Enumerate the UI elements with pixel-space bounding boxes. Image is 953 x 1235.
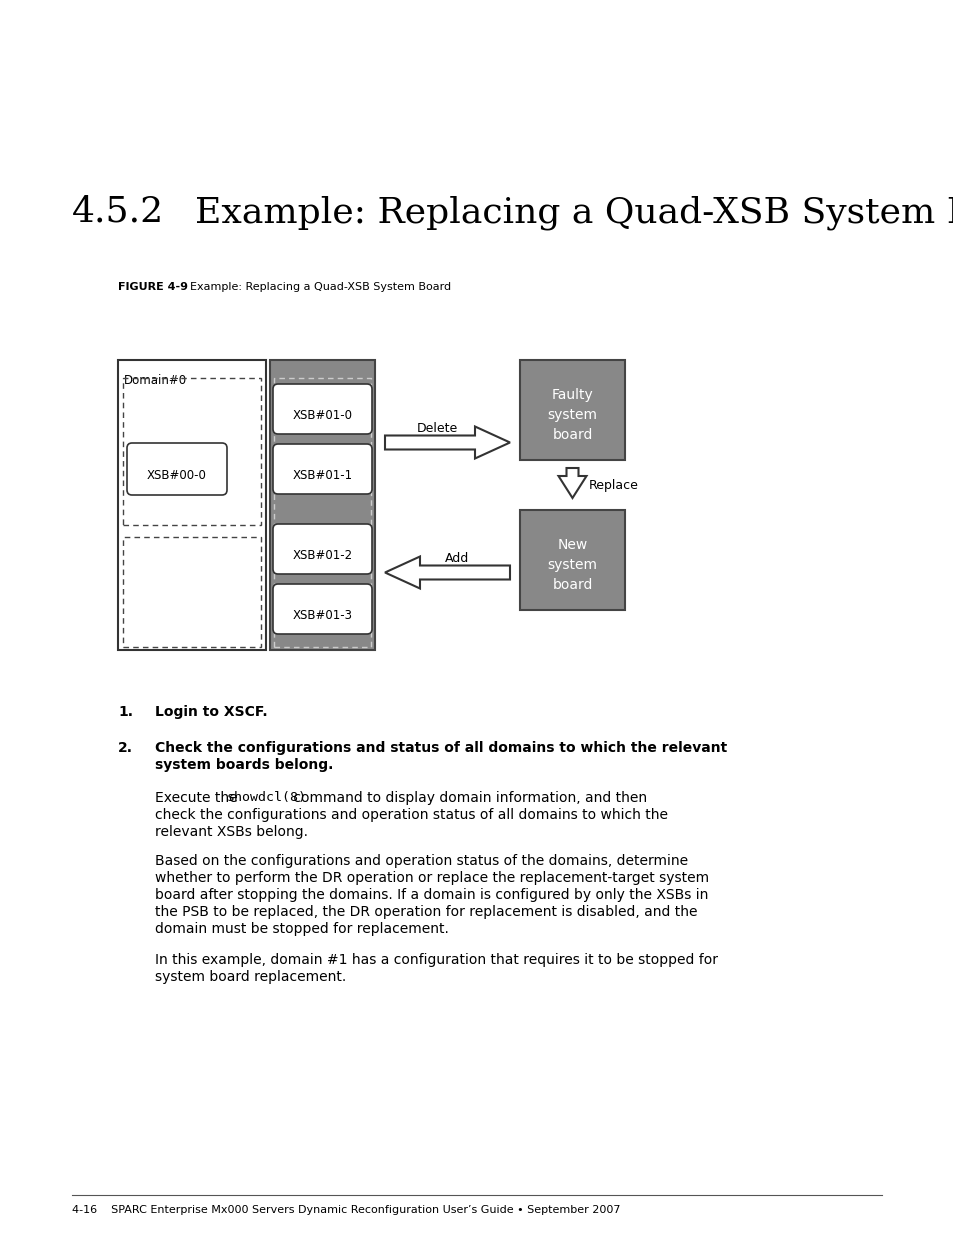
FancyBboxPatch shape xyxy=(273,445,372,494)
Bar xyxy=(274,378,371,525)
Text: board: board xyxy=(552,429,592,442)
Text: In this example, domain #1 has a configuration that requires it to be stopped fo: In this example, domain #1 has a configu… xyxy=(154,953,718,967)
Text: Domain#0: Domain#0 xyxy=(124,374,187,387)
Bar xyxy=(123,537,261,647)
FancyBboxPatch shape xyxy=(127,443,227,495)
Text: Example: Replacing a Quad-XSB System Board: Example: Replacing a Quad-XSB System Boa… xyxy=(183,282,451,291)
Text: FIGURE 4-9: FIGURE 4-9 xyxy=(118,282,188,291)
Text: 4-16    SPARC Enterprise Mx000 Servers Dynamic Reconfiguration User’s Guide • Se: 4-16 SPARC Enterprise Mx000 Servers Dyna… xyxy=(71,1205,619,1215)
Text: check the configurations and operation status of all domains to which the: check the configurations and operation s… xyxy=(154,808,667,823)
Bar xyxy=(519,359,624,459)
FancyArrow shape xyxy=(385,426,510,458)
FancyBboxPatch shape xyxy=(273,524,372,574)
Text: relevant XSBs belong.: relevant XSBs belong. xyxy=(154,825,308,839)
FancyArrow shape xyxy=(558,468,586,498)
Text: whether to perform the DR operation or replace the replacement-target system: whether to perform the DR operation or r… xyxy=(154,871,708,885)
FancyBboxPatch shape xyxy=(273,584,372,634)
Text: 4.5.2: 4.5.2 xyxy=(71,195,164,228)
Text: Login to XSCF.: Login to XSCF. xyxy=(154,705,268,719)
Text: the PSB to be replaced, the DR operation for replacement is disabled, and the: the PSB to be replaced, the DR operation… xyxy=(154,905,697,919)
Text: showdcl(8): showdcl(8) xyxy=(227,790,307,804)
Bar xyxy=(118,359,266,650)
Text: system: system xyxy=(547,558,597,572)
Bar xyxy=(274,537,371,647)
Text: system boards belong.: system boards belong. xyxy=(154,758,333,772)
Bar xyxy=(270,359,375,650)
Text: board after stopping the domains. If a domain is configured by only the XSBs in: board after stopping the domains. If a d… xyxy=(154,888,708,902)
Text: system: system xyxy=(547,408,597,422)
FancyArrow shape xyxy=(385,557,510,589)
FancyBboxPatch shape xyxy=(273,384,372,433)
Text: XSB#01-2: XSB#01-2 xyxy=(293,550,353,562)
Bar xyxy=(519,510,624,610)
Text: Based on the configurations and operation status of the domains, determine: Based on the configurations and operatio… xyxy=(154,853,687,868)
Text: 2.: 2. xyxy=(118,741,132,755)
Text: Delete: Delete xyxy=(416,422,457,436)
Bar xyxy=(123,378,261,525)
Text: New: New xyxy=(557,538,587,552)
Text: Check the configurations and status of all domains to which the relevant: Check the configurations and status of a… xyxy=(154,741,726,755)
Text: Execute the: Execute the xyxy=(154,790,242,805)
Text: Add: Add xyxy=(445,552,469,566)
Text: Example: Replacing a Quad-XSB System Board: Example: Replacing a Quad-XSB System Boa… xyxy=(194,195,953,230)
Text: XSB#01-0: XSB#01-0 xyxy=(293,409,352,422)
Text: XSB#00-0: XSB#00-0 xyxy=(147,469,207,482)
Text: XSB#01-3: XSB#01-3 xyxy=(293,609,352,622)
Text: system board replacement.: system board replacement. xyxy=(154,969,346,984)
Text: 1.: 1. xyxy=(118,705,132,719)
Text: board: board xyxy=(552,578,592,592)
Text: domain must be stopped for replacement.: domain must be stopped for replacement. xyxy=(154,923,449,936)
Text: Replace: Replace xyxy=(588,478,638,492)
Text: Domain#1: Domain#1 xyxy=(274,538,338,552)
Text: command to display domain information, and then: command to display domain information, a… xyxy=(289,790,646,805)
Text: XSB#01-1: XSB#01-1 xyxy=(293,469,353,482)
Text: Faulty: Faulty xyxy=(551,388,593,403)
